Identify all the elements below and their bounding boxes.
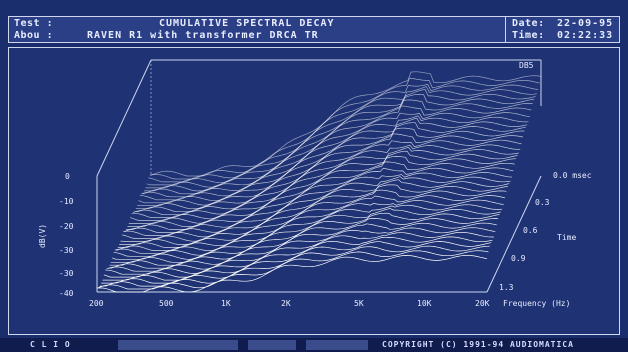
decay-trace xyxy=(150,71,542,177)
decay-trace xyxy=(113,199,504,257)
x-axis-label: Frequency (Hz) xyxy=(503,299,570,308)
time-tick-1: 0.3 xyxy=(535,198,550,207)
y-tick-3: -30 xyxy=(59,246,74,255)
status-segment-3 xyxy=(306,340,368,350)
time-axis-label: Time xyxy=(557,233,576,242)
decay-trace xyxy=(112,204,503,260)
time-tick-4: 1.3 xyxy=(499,283,514,292)
time-tick-0: 0.0 msec xyxy=(553,171,592,180)
decay-trace xyxy=(131,139,522,218)
decay-trace xyxy=(121,172,512,239)
decay-trace xyxy=(137,117,528,207)
time-tick-2: 0.6 xyxy=(523,226,538,235)
date-value: 22-09-95 xyxy=(557,18,614,29)
app-name: C L I O xyxy=(30,340,71,349)
decay-trace xyxy=(103,231,494,278)
decay-traces xyxy=(96,71,542,293)
x-tick-6: 20K xyxy=(475,299,490,308)
x-tick-0: 200 xyxy=(89,299,104,308)
decay-trace xyxy=(148,83,539,183)
decay-trace xyxy=(109,212,500,266)
y-tick-4: -30 xyxy=(59,269,74,278)
x-tick-2: 1K xyxy=(221,299,231,308)
decay-trace xyxy=(99,245,490,287)
y-tick-0: 0 xyxy=(65,172,70,181)
time-value: 02:22:33 xyxy=(557,30,614,41)
y-tick-1: -10 xyxy=(59,197,74,206)
decay-trace xyxy=(130,144,521,221)
status-segment-2 xyxy=(248,340,296,350)
decay-trace xyxy=(126,156,517,230)
about-label: Abou : xyxy=(14,30,54,41)
decay-trace xyxy=(108,218,499,269)
decay-trace xyxy=(105,227,496,275)
decay-trace xyxy=(149,77,540,180)
x-tick-4: 5K xyxy=(354,299,364,308)
waterfall-svg: 0 -10 -20 -30 -30 -40 dB(V) DB5 200 500 … xyxy=(38,59,592,308)
y-tick-2: -20 xyxy=(59,222,74,231)
decay-trace xyxy=(96,254,488,293)
decay-trace xyxy=(98,250,489,290)
y-tick-5: -40 xyxy=(59,289,74,298)
decay-trace xyxy=(139,112,530,201)
decay-trace xyxy=(124,161,515,233)
page-title: CUMULATIVE SPECTRAL DECAY xyxy=(159,18,335,29)
header-divider xyxy=(505,17,506,42)
decay-trace xyxy=(146,86,537,186)
decay-trace xyxy=(101,241,492,284)
time-tick-3: 0.9 xyxy=(511,254,526,263)
decay-trace xyxy=(141,105,532,198)
x-tick-5: 10K xyxy=(417,299,432,308)
y-axis-label: dB(V) xyxy=(38,224,47,248)
decay-trace xyxy=(120,176,511,242)
x-tick-3: 2K xyxy=(281,299,291,308)
status-segment-1 xyxy=(118,340,238,350)
top-right-tag: DB5 xyxy=(519,61,534,70)
header-panel: Test : CUMULATIVE SPECTRAL DECAY Abou : … xyxy=(8,16,620,43)
date-label: Date: xyxy=(512,18,545,29)
decay-trace xyxy=(106,222,497,272)
test-label: Test : xyxy=(14,18,54,29)
decay-trace xyxy=(102,236,493,281)
right-depth-edge xyxy=(486,175,542,293)
left-depth-edge xyxy=(96,59,152,177)
decay-trace xyxy=(134,127,525,213)
decay-trace xyxy=(110,208,501,263)
about-value: RAVEN R1 with transformer DRCA TR xyxy=(87,30,319,41)
decay-trace xyxy=(123,167,514,236)
x-tick-1: 500 xyxy=(159,299,174,308)
decay-trace xyxy=(145,88,536,189)
copyright-text: COPYRIGHT (C) 1991-94 AUDIOMATICA xyxy=(382,340,574,349)
time-label: Time: xyxy=(512,30,545,41)
decay-trace xyxy=(119,179,510,245)
decay-trace xyxy=(138,115,529,204)
status-bar: C L I O COPYRIGHT (C) 1991-94 AUDIOMATIC… xyxy=(0,338,628,352)
waterfall-plot: 0 -10 -20 -30 -30 -40 dB(V) DB5 200 500 … xyxy=(8,47,620,335)
decay-trace xyxy=(132,133,524,216)
decay-trace xyxy=(128,146,519,224)
decay-trace xyxy=(114,195,506,254)
